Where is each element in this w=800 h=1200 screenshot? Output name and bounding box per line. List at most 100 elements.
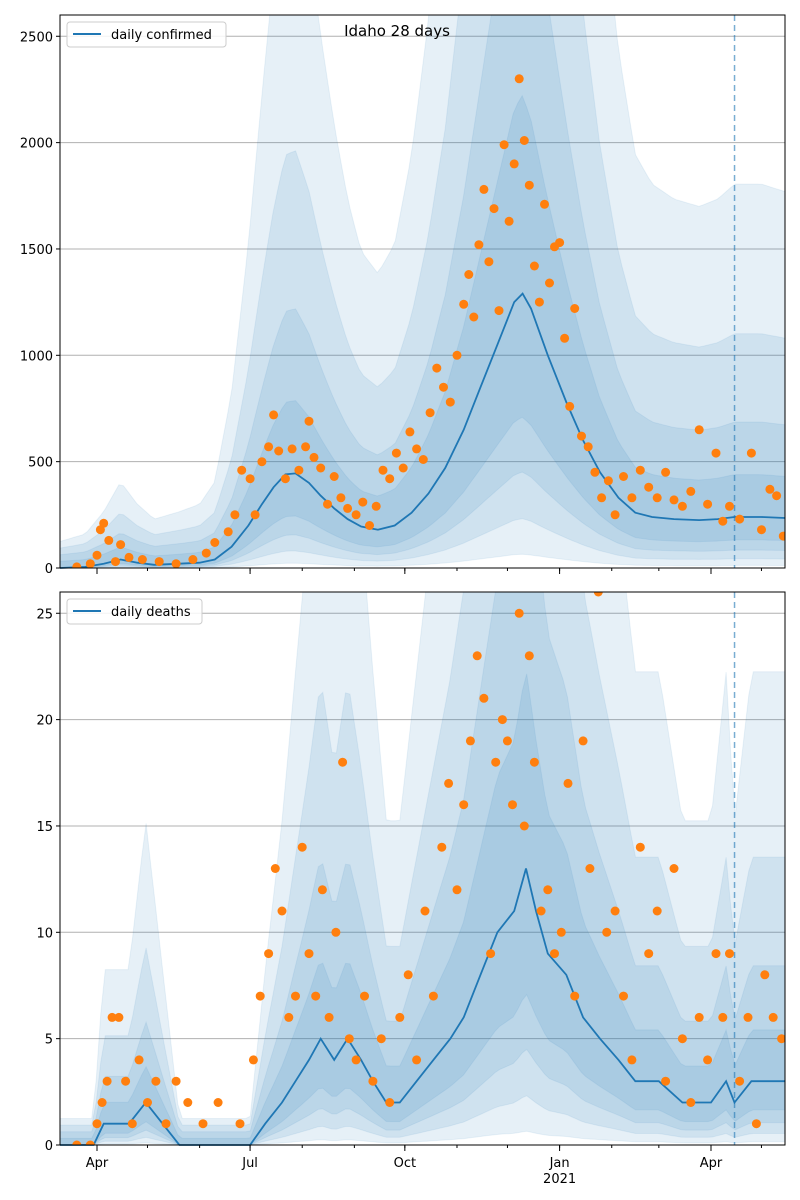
data-point: [661, 467, 671, 477]
data-point: [577, 431, 586, 441]
data-point: [336, 493, 346, 503]
data-point: [514, 74, 524, 84]
data-point: [154, 557, 164, 567]
data-point: [711, 448, 721, 458]
confirmed-uncertainty-bands: [60, 15, 785, 568]
data-point: [309, 452, 319, 462]
x-tick-label: Oct: [394, 1156, 416, 1171]
data-point: [472, 651, 482, 661]
data-point: [474, 240, 484, 250]
deaths-data-points: [72, 592, 785, 1145]
y-tick-label: 25: [36, 607, 53, 622]
confirmed-panel: 0 500 1000 1500 2000 2500 Idaho 28 days daily…: [20, 14, 786, 577]
deaths-uncertainty-bands: [60, 592, 785, 1145]
data-point: [489, 204, 499, 214]
data-point: [161, 1119, 171, 1129]
data-point: [452, 350, 462, 360]
data-point: [360, 991, 369, 1001]
deaths-legend-label: daily deaths: [111, 605, 191, 620]
data-point: [171, 1076, 181, 1086]
data-point: [497, 715, 507, 725]
data-point: [603, 476, 613, 486]
data-point: [703, 499, 713, 509]
data-point: [97, 1098, 107, 1107]
data-point: [524, 180, 534, 190]
data-point: [459, 299, 469, 309]
data-point: [491, 757, 501, 767]
data-point: [248, 1055, 258, 1065]
data-point: [619, 991, 628, 1001]
x-tick-label: Jul: [241, 1156, 258, 1171]
data-point: [479, 693, 489, 703]
x-tick-sublabel: 2021: [543, 1172, 576, 1187]
data-point: [371, 501, 381, 511]
data-point: [428, 991, 438, 1001]
data-point: [280, 474, 290, 484]
data-point: [556, 927, 566, 937]
data-point: [317, 885, 327, 895]
data-point: [560, 333, 570, 343]
data-point: [718, 516, 728, 526]
data-point: [134, 1055, 144, 1065]
data-point: [376, 1034, 386, 1044]
data-point: [264, 442, 274, 452]
data-point: [578, 736, 588, 746]
y-tick-label: 0: [45, 562, 53, 577]
data-point: [111, 557, 120, 567]
x-tick-label: Apr: [86, 1156, 109, 1171]
confirmed-legend-box: [66, 21, 227, 48]
data-point: [391, 448, 401, 458]
deaths-legend-box: [66, 598, 203, 625]
data-point: [772, 491, 782, 501]
data-point: [114, 1012, 124, 1022]
data-point: [543, 885, 553, 895]
data-point: [331, 927, 341, 937]
data-point: [550, 949, 559, 959]
data-point: [765, 484, 775, 494]
data-point: [107, 1012, 117, 1022]
data-point: [188, 555, 198, 564]
y-tick-label: 20: [36, 714, 53, 729]
uncertainty-band: [60, 15, 785, 568]
data-point: [494, 306, 504, 316]
data-point: [508, 800, 517, 810]
data-point: [269, 410, 279, 420]
data-point: [245, 474, 255, 484]
data-point: [519, 821, 529, 831]
data-point: [439, 382, 448, 392]
y-tick-label: 15: [36, 820, 53, 835]
uncertainty-band: [60, 15, 785, 568]
deaths-legend: daily deaths: [66, 598, 203, 625]
data-point: [524, 651, 534, 661]
data-point: [768, 1012, 778, 1022]
data-point: [514, 608, 524, 618]
data-point: [644, 482, 654, 492]
data-point: [465, 736, 475, 746]
data-point: [368, 1076, 378, 1086]
data-point: [735, 514, 745, 524]
data-point: [432, 363, 442, 373]
data-point: [652, 906, 662, 916]
data-point: [590, 467, 600, 477]
data-point: [464, 270, 474, 279]
data-point: [545, 278, 554, 288]
data-point: [499, 140, 509, 150]
data-point: [593, 592, 603, 597]
data-point: [735, 1076, 745, 1086]
data-point: [104, 535, 114, 545]
data-point: [116, 540, 126, 550]
y-tick-label: 1000: [20, 349, 53, 364]
data-point: [250, 510, 260, 520]
y-tick-label: 2500: [20, 30, 53, 45]
data-point: [627, 493, 637, 503]
data-point: [255, 991, 265, 1001]
data-point: [378, 465, 388, 475]
data-point: [210, 538, 220, 547]
data-point: [583, 442, 593, 452]
data-point: [677, 1034, 687, 1044]
data-point: [385, 1098, 395, 1107]
data-point: [644, 949, 654, 959]
data-point: [529, 757, 539, 767]
data-point: [669, 495, 679, 505]
